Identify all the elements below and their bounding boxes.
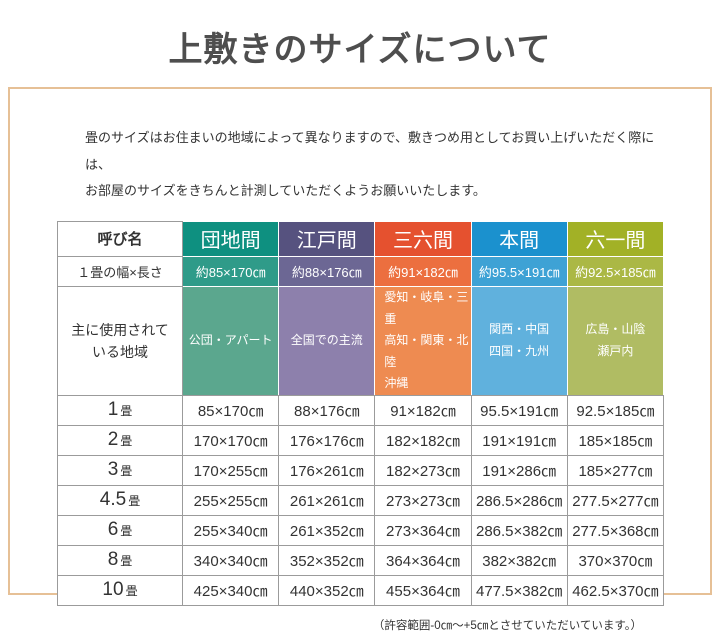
column-header-honma: 本間 bbox=[470, 220, 568, 257]
size-value-cell: 191×286㎝ bbox=[470, 454, 568, 486]
row-label-unit: 畳 bbox=[120, 524, 133, 539]
size-value-cell: 425×340㎝ bbox=[181, 574, 280, 606]
size-value-cell: 92.5×185㎝ bbox=[566, 394, 665, 426]
row-label-number: 8 bbox=[107, 549, 119, 571]
region-cell: 公団・アパート bbox=[181, 285, 280, 396]
column-header-name: 呼び名 bbox=[57, 220, 183, 257]
row-label-unit: 畳 bbox=[120, 554, 133, 569]
row-label-unit: 畳 bbox=[120, 464, 133, 479]
column-header-edoma: 江戸間 bbox=[278, 220, 376, 257]
mat-size-cell: 約91×182㎝ bbox=[374, 255, 472, 287]
size-value-cell: 182×182㎝ bbox=[374, 424, 472, 456]
size-value-cell: 440×352㎝ bbox=[278, 574, 376, 606]
mat-size-cell: 約85×170㎝ bbox=[181, 255, 280, 287]
size-value-cell: 91×182㎝ bbox=[374, 394, 472, 426]
region-cell: 全国での主流 bbox=[278, 285, 376, 396]
mat-size-cell: 約95.5×191㎝ bbox=[470, 255, 568, 287]
row-label-number: 2 bbox=[107, 429, 119, 451]
row-label-unit: 畳 bbox=[120, 434, 133, 449]
row-label-number: 3 bbox=[107, 459, 119, 481]
column-header-danchima: 団地間 bbox=[181, 220, 280, 257]
size-value-cell: 382×382㎝ bbox=[470, 544, 568, 576]
row-label-mat-size: １畳の幅×長さ bbox=[57, 255, 183, 287]
column-header-sanrokuma: 三六間 bbox=[374, 220, 472, 257]
size-value-cell: 170×255㎝ bbox=[181, 454, 280, 486]
row-label-number: 10 bbox=[102, 579, 124, 601]
row-label-unit: 畳 bbox=[128, 494, 141, 509]
row-label-unit: 畳 bbox=[120, 404, 133, 419]
description-line-2: お部屋のサイズをきちんと計測していただくようお願いいたします。 bbox=[85, 183, 486, 199]
page-title: 上敷きのサイズについて bbox=[168, 30, 552, 70]
row-label-region: 主に使用されて いる地域 bbox=[57, 285, 183, 396]
size-value-cell: 185×277㎝ bbox=[566, 454, 665, 486]
region-cell: 関西・中国 四国・九州 bbox=[470, 285, 568, 396]
size-value-cell: 286.5×382㎝ bbox=[470, 514, 568, 546]
table-header-row: 呼び名 団地間 江戸間 三六間 本間 六一間 bbox=[57, 220, 665, 257]
region-row: 主に使用されて いる地域 公団・アパート 全国での主流 愛知・岐阜・三重 高知・… bbox=[57, 285, 665, 396]
size-value-cell: 261×352㎝ bbox=[278, 514, 376, 546]
size-value-cell: 185×185㎝ bbox=[566, 424, 665, 456]
size-value-cell: 277.5×277㎝ bbox=[566, 484, 665, 516]
mat-size-cell: 約92.5×185㎝ bbox=[566, 255, 665, 287]
region-cell: 広島・山陰 瀬戸内 bbox=[566, 285, 665, 396]
table-row: 10 畳 425×340㎝ 440×352㎝ 455×364㎝ 477.5×382… bbox=[57, 574, 665, 606]
size-value-cell: 340×340㎝ bbox=[181, 544, 280, 576]
size-value-cell: 176×261㎝ bbox=[278, 454, 376, 486]
size-value-cell: 277.5×368㎝ bbox=[566, 514, 665, 546]
description-line-1: 畳のサイズはお住まいの地域によって異なりますので、敷きつめ用としてお買い上げいた… bbox=[85, 130, 655, 172]
size-value-cell: 182×273㎝ bbox=[374, 454, 472, 486]
description: 畳のサイズはお住まいの地域によって異なりますので、敷きつめ用としてお買い上げいた… bbox=[85, 125, 680, 205]
size-value-cell: 261×261㎝ bbox=[278, 484, 376, 516]
row-label-unit: 畳 bbox=[125, 584, 138, 599]
row-label-number: 4.5 bbox=[99, 489, 127, 511]
size-value-cell: 286.5×286㎝ bbox=[470, 484, 568, 516]
row-label-number: 1 bbox=[107, 399, 119, 421]
size-value-cell: 455×364㎝ bbox=[374, 574, 472, 606]
tolerance-note: （許容範囲-0㎝～+5㎝とさせていただいています。） bbox=[372, 619, 642, 632]
tatami-size-table: 呼び名 団地間 江戸間 三六間 本間 六一間 １畳の幅×長さ 約85×170㎝ … bbox=[57, 220, 665, 606]
row-label-number: 6 bbox=[107, 519, 119, 541]
content-box: 畳のサイズはお住まいの地域によって異なりますので、敷きつめ用としてお買い上げいた… bbox=[8, 87, 712, 632]
column-header-rokuichima: 六一間 bbox=[566, 220, 665, 257]
size-value-cell: 95.5×191㎝ bbox=[470, 394, 568, 426]
region-cell: 愛知・岐阜・三重 高知・関東・北陸 沖縄 bbox=[374, 285, 472, 396]
size-value-cell: 88×176㎝ bbox=[278, 394, 376, 426]
size-value-cell: 462.5×370㎝ bbox=[566, 574, 665, 606]
size-value-cell: 273×364㎝ bbox=[374, 514, 472, 546]
size-value-cell: 273×273㎝ bbox=[374, 484, 472, 516]
table-row: 4.5 畳 255×255㎝ 261×261㎝ 273×273㎝ 286.5×28… bbox=[57, 484, 665, 516]
size-value-cell: 170×170㎝ bbox=[181, 424, 280, 456]
size-value-cell: 191×191㎝ bbox=[470, 424, 568, 456]
size-value-cell: 176×176㎝ bbox=[278, 424, 376, 456]
row-label: 10 畳 bbox=[57, 574, 183, 606]
mat-size-row: １畳の幅×長さ 約85×170㎝ 約88×176㎝ 約91×182㎝ 約95.5… bbox=[57, 255, 665, 287]
size-value-cell: 255×255㎝ bbox=[181, 484, 280, 516]
size-value-cell: 255×340㎝ bbox=[181, 514, 280, 546]
size-value-cell: 364×364㎝ bbox=[374, 544, 472, 576]
mat-size-cell: 約88×176㎝ bbox=[278, 255, 376, 287]
size-value-cell: 85×170㎝ bbox=[181, 394, 280, 426]
size-value-cell: 352×352㎝ bbox=[278, 544, 376, 576]
row-label: 4.5 畳 bbox=[57, 484, 183, 516]
size-value-cell: 370×370㎝ bbox=[566, 544, 665, 576]
size-value-cell: 477.5×382㎝ bbox=[470, 574, 568, 606]
